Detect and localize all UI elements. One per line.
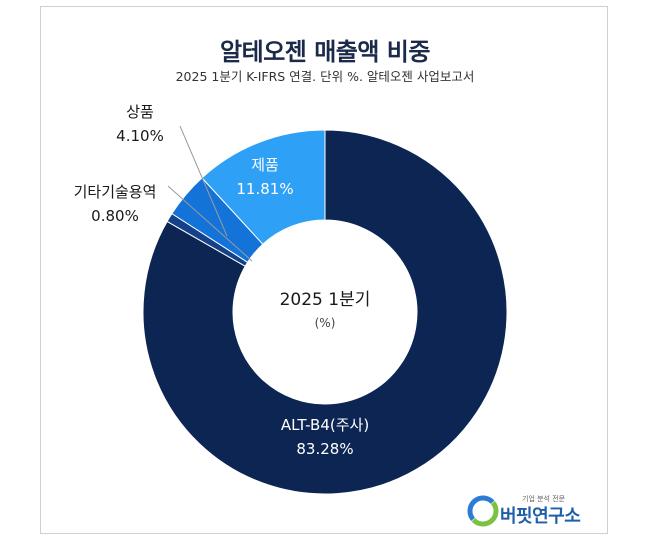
center-period-label: 2025 1분기 <box>280 290 371 310</box>
slice-label-alt-b4-주사: ALT-B4(주사) <box>281 416 369 434</box>
leader-line-상품 <box>179 125 228 237</box>
slice-value-alt-b4-주사: 83.28% <box>296 440 353 458</box>
slice-value-제품: 11.81% <box>236 180 293 198</box>
slice-label-기타기술용역: 기타기술용역 <box>74 183 157 201</box>
brand-tagline: 기업 분석 전문 <box>522 495 566 503</box>
donut-hole <box>233 220 417 404</box>
slice-label-제품: 제품 <box>251 156 279 174</box>
brand-name: 버핏연구소 <box>500 506 581 527</box>
brand-logo <box>466 494 596 528</box>
brand-logo-icon <box>467 495 499 527</box>
slice-label-상품: 상품 <box>126 103 154 121</box>
slice-value-상품: 4.10% <box>116 127 164 145</box>
slice-value-기타기술용역: 0.80% <box>91 207 139 225</box>
chart-subtitle: 2025 1분기 K-IFRS 연결. 단위 %. 알테오젠 사업보고서 <box>175 69 475 84</box>
leader-line-기타기술용역 <box>167 185 253 262</box>
center-unit-label: (%) <box>315 316 336 330</box>
chart-title: 알테오젠 매출액 비중 <box>220 38 430 66</box>
